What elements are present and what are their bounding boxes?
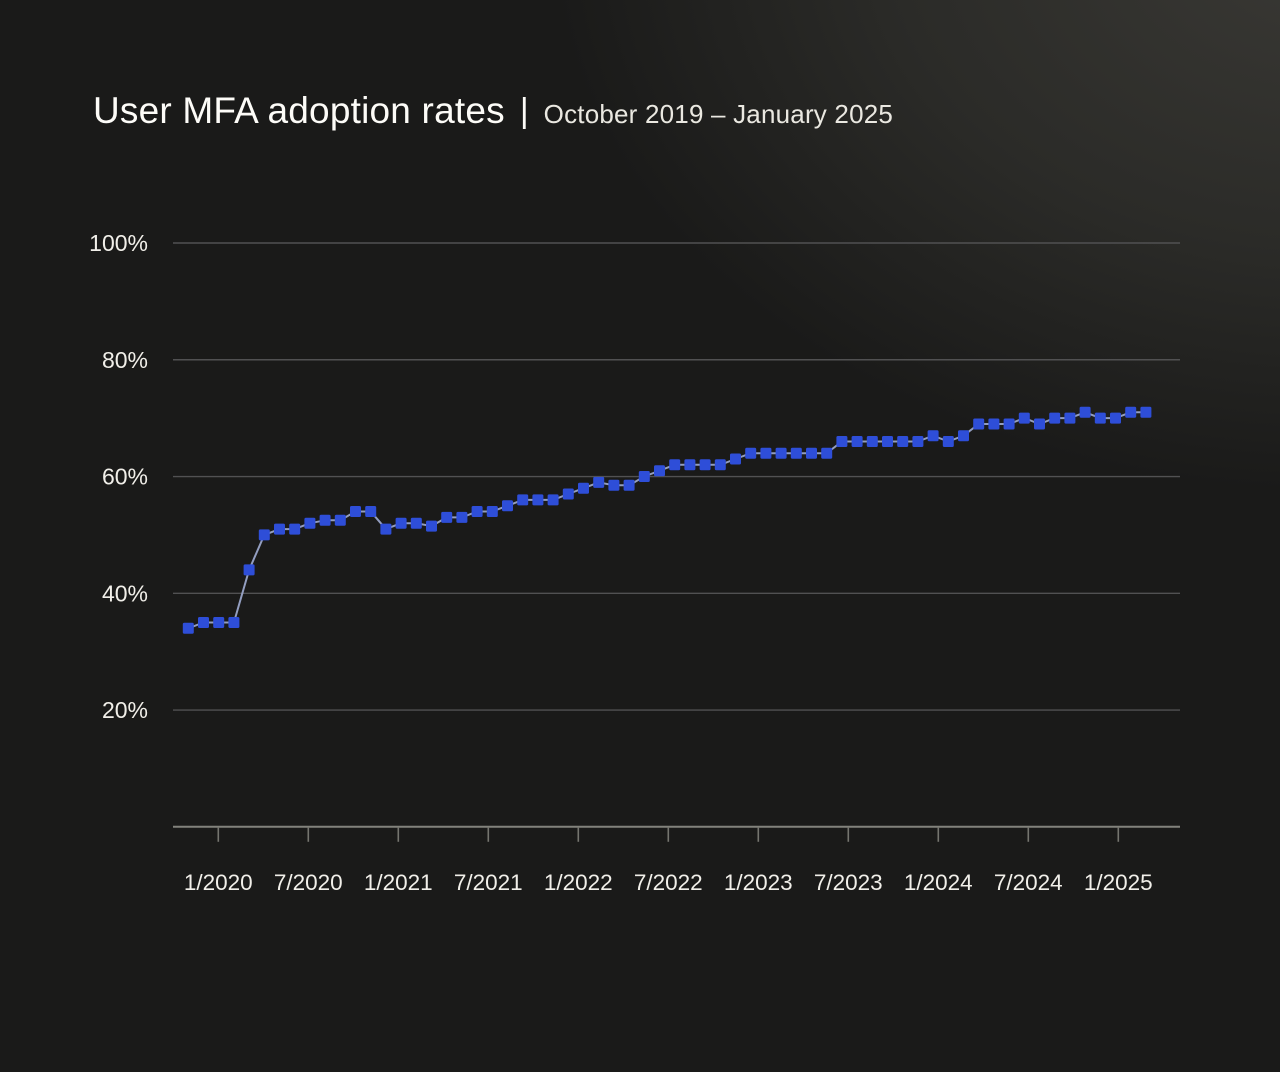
data-point-marker: [821, 447, 833, 459]
data-point-marker: [426, 520, 437, 532]
x-axis-tick-label: 1/2022: [544, 870, 613, 895]
data-point-marker: [897, 436, 909, 447]
data-point-marker: [730, 453, 741, 465]
data-point-marker: [578, 482, 589, 494]
data-point-marker: [562, 488, 574, 500]
data-point-marker: [1110, 412, 1121, 424]
data-point-marker: [654, 465, 665, 477]
x-axis-tick-label: 1/2020: [184, 870, 253, 895]
data-point-marker: [395, 517, 407, 529]
y-axis-tick-label: 60%: [102, 464, 148, 490]
data-point-marker: [912, 436, 924, 447]
data-point-marker: [213, 617, 225, 628]
data-point-marker: [760, 447, 772, 459]
data-point-marker: [228, 617, 240, 628]
data-point-marker: [927, 430, 939, 442]
data-point-marker: [410, 517, 422, 529]
data-point-marker: [365, 506, 377, 517]
y-axis-tick-label: 20%: [102, 697, 148, 723]
data-point-marker: [289, 523, 301, 535]
data-point-marker: [790, 447, 802, 459]
data-point-marker: [745, 447, 757, 459]
data-point-marker: [517, 494, 529, 506]
y-axis-tick-label: 40%: [102, 580, 148, 606]
data-point-marker: [486, 506, 498, 517]
data-point-marker: [258, 529, 270, 541]
data-point-marker: [319, 514, 331, 526]
data-point-marker: [1064, 412, 1076, 424]
data-point-marker: [334, 514, 346, 526]
y-axis-tick-label: 100%: [89, 230, 148, 256]
x-axis-tick-label: 1/2023: [724, 870, 793, 895]
data-point-marker: [1125, 406, 1137, 418]
data-point-marker: [1140, 406, 1152, 418]
data-point-marker: [532, 494, 544, 506]
data-point-marker: [638, 471, 650, 482]
chart-title: User MFA adoption rates: [93, 90, 505, 131]
data-point-marker: [380, 523, 392, 535]
data-point-marker: [350, 506, 361, 517]
data-point-marker: [836, 436, 848, 447]
data-point-marker: [1018, 412, 1030, 424]
data-point-marker: [1049, 412, 1061, 424]
data-point-marker: [593, 476, 605, 488]
data-point-marker: [851, 436, 863, 447]
data-point-marker: [274, 523, 285, 535]
data-point-marker: [942, 436, 954, 447]
x-axis-tick-label: 7/2020: [274, 870, 343, 895]
y-axis-tick-label: 80%: [102, 347, 148, 373]
x-axis-tick-label: 7/2024: [994, 870, 1063, 895]
data-point-marker: [304, 517, 316, 529]
data-point-marker: [973, 418, 985, 430]
data-point-marker: [699, 459, 711, 471]
data-point-marker: [806, 447, 817, 459]
data-point-marker: [1079, 406, 1091, 418]
data-point-marker: [182, 622, 194, 634]
data-point-marker: [775, 447, 787, 459]
chart-subtitle: October 2019 – January 2025: [543, 99, 894, 129]
data-point-marker: [471, 506, 483, 517]
data-point-marker: [441, 511, 453, 523]
series-line: [187, 411, 1146, 630]
data-point-marker: [547, 494, 559, 506]
data-point-marker: [502, 500, 513, 512]
data-point-marker: [714, 459, 726, 471]
data-point-marker: [198, 617, 209, 628]
x-axis-tick-label: 7/2023: [814, 870, 883, 895]
data-point-marker: [1003, 418, 1015, 430]
x-axis-tick-label: 1/2024: [904, 870, 973, 895]
data-point-marker: [988, 418, 1000, 430]
data-point-marker: [456, 511, 468, 523]
x-axis-tick-label: 1/2021: [364, 870, 433, 895]
x-axis-tick-label: 7/2022: [634, 870, 703, 895]
data-point-marker: [608, 479, 620, 491]
data-point-marker: [623, 479, 635, 491]
data-point-marker: [1034, 418, 1045, 430]
data-point-marker: [958, 430, 969, 442]
data-point-marker: [669, 459, 681, 471]
x-axis-tick-label: 1/2025: [1084, 870, 1153, 895]
data-point-marker: [882, 436, 893, 447]
data-point-marker: [684, 459, 696, 471]
title-separator: |: [519, 92, 529, 130]
chart-header: User MFA adoption rates | October 2019 –…: [93, 90, 893, 132]
x-axis-tick-label: 7/2021: [454, 870, 523, 895]
data-point-marker: [866, 436, 878, 447]
data-point-marker: [243, 564, 255, 576]
data-point-marker: [1094, 412, 1106, 424]
